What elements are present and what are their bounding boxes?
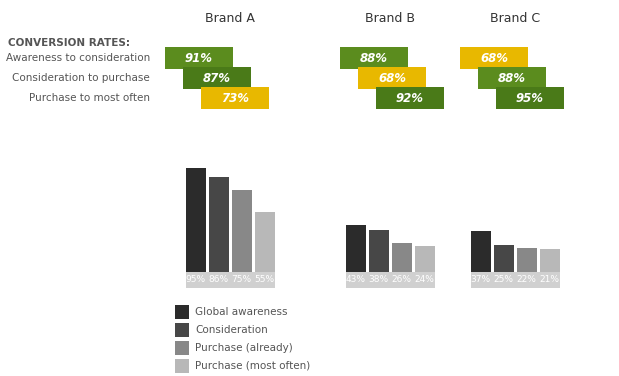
- FancyBboxPatch shape: [175, 323, 189, 337]
- Text: 68%: 68%: [480, 52, 508, 65]
- Text: 37%: 37%: [470, 276, 491, 285]
- FancyBboxPatch shape: [345, 272, 435, 288]
- Text: 68%: 68%: [378, 71, 406, 85]
- Text: 25%: 25%: [493, 276, 514, 285]
- Text: 75%: 75%: [232, 276, 251, 285]
- Text: Purchase (most often): Purchase (most often): [195, 361, 310, 371]
- Text: 73%: 73%: [221, 91, 249, 105]
- Text: Brand A: Brand A: [205, 12, 255, 25]
- FancyBboxPatch shape: [175, 305, 189, 319]
- FancyBboxPatch shape: [358, 67, 426, 89]
- FancyBboxPatch shape: [183, 67, 251, 89]
- FancyBboxPatch shape: [376, 87, 444, 109]
- Text: 91%: 91%: [185, 52, 213, 65]
- FancyBboxPatch shape: [201, 87, 269, 109]
- Text: 88%: 88%: [360, 52, 388, 65]
- FancyBboxPatch shape: [186, 167, 206, 272]
- Text: 43%: 43%: [345, 276, 365, 285]
- FancyBboxPatch shape: [345, 225, 365, 272]
- Text: 38%: 38%: [368, 276, 389, 285]
- FancyBboxPatch shape: [209, 177, 228, 272]
- Text: Brand B: Brand B: [365, 12, 415, 25]
- Text: 92%: 92%: [396, 91, 424, 105]
- FancyBboxPatch shape: [470, 272, 560, 288]
- Text: 22%: 22%: [517, 276, 537, 285]
- Text: 95%: 95%: [516, 91, 544, 105]
- FancyBboxPatch shape: [540, 249, 560, 272]
- FancyBboxPatch shape: [391, 243, 412, 272]
- Text: 26%: 26%: [391, 276, 412, 285]
- Text: Purchase to most often: Purchase to most often: [29, 93, 150, 103]
- Text: 87%: 87%: [203, 71, 231, 85]
- FancyBboxPatch shape: [415, 246, 435, 272]
- FancyBboxPatch shape: [470, 231, 490, 272]
- FancyBboxPatch shape: [232, 190, 251, 272]
- FancyBboxPatch shape: [493, 244, 514, 272]
- Text: 21%: 21%: [540, 276, 560, 285]
- Text: Brand C: Brand C: [490, 12, 540, 25]
- FancyBboxPatch shape: [516, 248, 537, 272]
- Text: 86%: 86%: [209, 276, 228, 285]
- FancyBboxPatch shape: [460, 47, 528, 69]
- Text: Consideration: Consideration: [195, 325, 268, 335]
- Text: CONVERSION RATES:: CONVERSION RATES:: [8, 38, 130, 48]
- FancyBboxPatch shape: [496, 87, 564, 109]
- FancyBboxPatch shape: [186, 272, 274, 288]
- FancyBboxPatch shape: [340, 47, 408, 69]
- Text: Global awareness: Global awareness: [195, 307, 287, 317]
- Text: Consideration to purchase: Consideration to purchase: [12, 73, 150, 83]
- FancyBboxPatch shape: [165, 47, 233, 69]
- FancyBboxPatch shape: [254, 211, 274, 272]
- Text: 24%: 24%: [415, 276, 435, 285]
- Text: 95%: 95%: [186, 276, 206, 285]
- Text: 55%: 55%: [254, 276, 275, 285]
- FancyBboxPatch shape: [368, 230, 389, 272]
- Text: 88%: 88%: [498, 71, 526, 85]
- FancyBboxPatch shape: [175, 359, 189, 373]
- Text: Purchase (already): Purchase (already): [195, 343, 293, 353]
- FancyBboxPatch shape: [478, 67, 546, 89]
- FancyBboxPatch shape: [175, 341, 189, 355]
- Text: Awareness to consideration: Awareness to consideration: [6, 53, 150, 63]
